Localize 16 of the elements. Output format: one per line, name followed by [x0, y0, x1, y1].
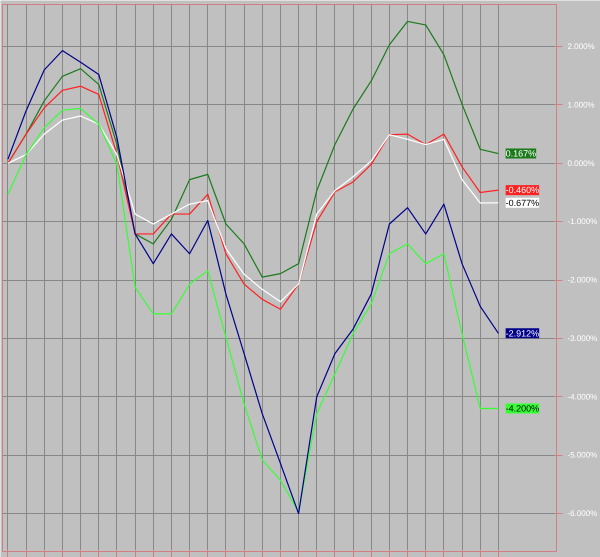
y-tick-label: -1.000% — [568, 217, 598, 226]
y-tick-label: -6.000% — [568, 509, 598, 518]
data-label: -2.912% — [506, 328, 540, 338]
y-tick-label: -4.000% — [568, 392, 598, 402]
y-tick-label: -2.000% — [568, 276, 598, 285]
y-tick-label: 1.000% — [568, 100, 595, 110]
y-tick-label: -3.000% — [568, 334, 598, 343]
line-series — [7, 86, 499, 310]
data-label: -4.200% — [506, 403, 540, 414]
data-label: -0.460% — [506, 185, 540, 196]
data-label: -0.677% — [506, 198, 540, 208]
y-tick-label: 0.000% — [568, 158, 595, 168]
y-tick-label: -5.000% — [568, 450, 598, 460]
y-tick-label: 2.000% — [568, 42, 595, 52]
line-series — [7, 115, 499, 302]
data-label: 0.167% — [506, 148, 536, 159]
